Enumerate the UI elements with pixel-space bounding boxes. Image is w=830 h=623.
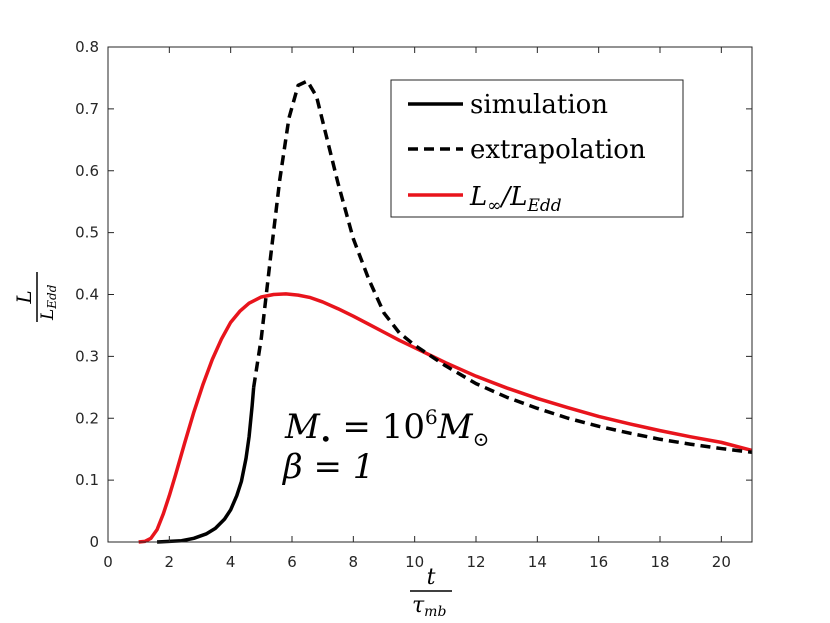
x-axis-label: t τmb [410, 565, 452, 620]
x-tick-label: 12 [466, 553, 485, 571]
x-tick-label: 18 [650, 553, 669, 571]
y-axis-label-denominator: LEdd [38, 284, 59, 321]
legend-label-simulation: simulation [470, 90, 608, 120]
y-tick-label: 0 [89, 533, 99, 551]
y-axis-label: L LEdd [12, 272, 59, 322]
y-tick-label: 0.2 [75, 409, 99, 427]
y-tick-label: 0.7 [75, 100, 99, 118]
y-tick-label: 0.4 [75, 286, 99, 304]
x-axis-label-numerator: t [427, 565, 436, 590]
x-tick-label: 4 [226, 553, 236, 571]
x-axis-label-denominator: τmb [412, 593, 446, 620]
y-tick-label: 0.6 [75, 162, 99, 180]
annotation-line2: β = 1 [281, 447, 374, 487]
x-tick-label: 0 [103, 553, 113, 571]
legend-label-linf: L∞/LEdd [469, 182, 562, 216]
series-line-linf [138, 292, 753, 544]
x-tick-label: 16 [589, 553, 608, 571]
x-tick-label: 14 [528, 553, 547, 571]
y-tick-label: 0.5 [75, 224, 99, 242]
x-tick-label: 10 [405, 553, 424, 571]
annotation: M• = 106M⊙ β = 1 [281, 405, 489, 487]
series-line-extrapolation [251, 79, 753, 455]
x-tick-label: 2 [165, 553, 175, 571]
x-tick-label: 6 [287, 553, 297, 571]
legend: simulation extrapolation L∞/LEdd [390, 79, 684, 218]
x-tick-label: 20 [712, 553, 731, 571]
series-line-simulation [156, 387, 256, 544]
y-tick-label: 0.3 [75, 347, 99, 365]
series-layer [138, 79, 753, 544]
x-tick-label: 8 [349, 553, 359, 571]
y-axis-label-numerator: L [12, 290, 36, 304]
y-tick-label: 0.8 [75, 38, 99, 56]
y-tick-label: 0.1 [75, 471, 99, 489]
annotation-line1: M• = 106M⊙ [284, 405, 489, 451]
legend-label-extrapolation: extrapolation [470, 135, 646, 165]
ticks-layer: 0 2 4 6 8 10 12 14 16 18 20 0 0.1 0.2 0.3 0.4 0.5 0.6 0.7 0… [75, 38, 752, 571]
